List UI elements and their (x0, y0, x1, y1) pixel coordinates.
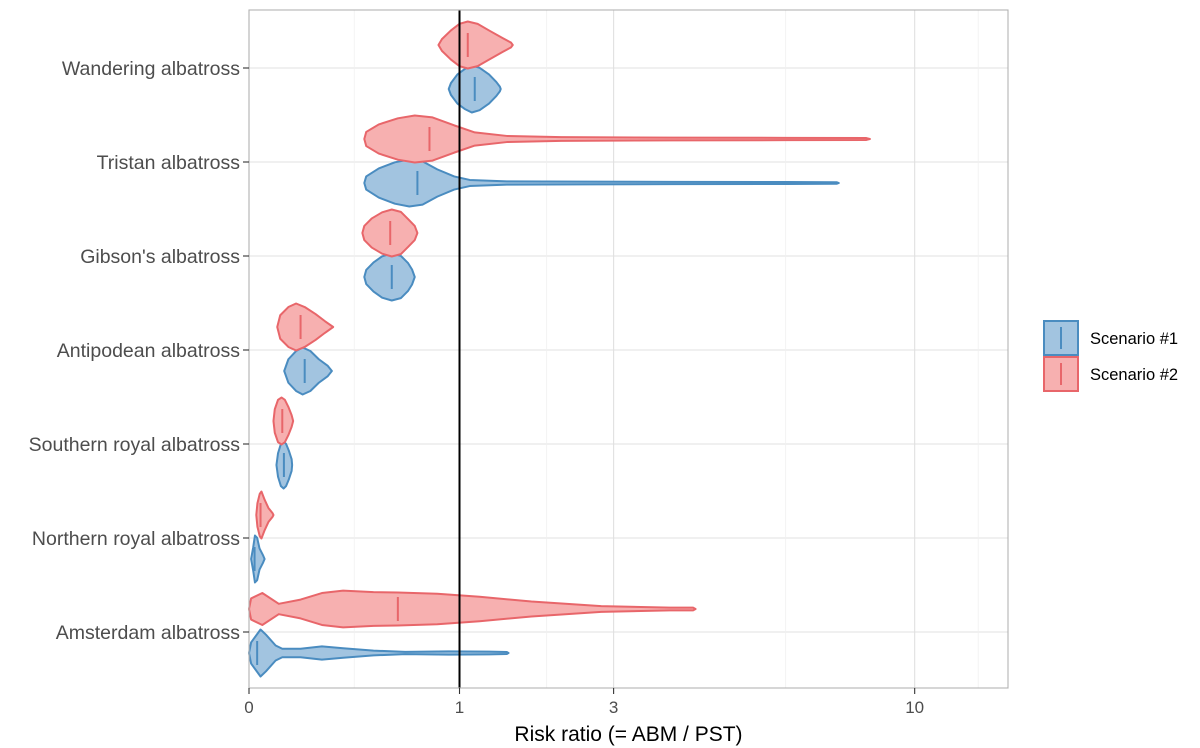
legend-item-2: Scenario #2 (1043, 356, 1178, 392)
violin-shape (276, 302, 335, 352)
violin-shape (437, 20, 514, 70)
y-tick-label: Antipodean albatross (57, 340, 240, 362)
legend-item-1: Scenario #1 (1043, 320, 1178, 356)
y-tick-label: Wandering albatross (62, 58, 240, 80)
violin-shape (363, 114, 871, 164)
violin-shape (248, 589, 697, 629)
y-tick-label: Southern royal albatross (29, 434, 241, 456)
violin-shape (255, 490, 275, 540)
y-axis-tick-labels: Wandering albatross Tristan albatross Gibs… (29, 58, 249, 644)
x-tick-label: 3 (609, 698, 618, 717)
legend-label: Scenario #2 (1090, 366, 1178, 384)
y-tick-label: Tristan albatross (97, 152, 241, 174)
violin-2-2 (361, 208, 419, 258)
violin-shape (363, 252, 416, 302)
grid-lines (248, 10, 1008, 688)
violin-1-1 (363, 158, 840, 208)
violin-2-4 (272, 396, 295, 446)
y-tick-label: Amsterdam albatross (56, 622, 240, 644)
violin-shape (272, 396, 295, 446)
violin-shape (363, 158, 840, 208)
violin-2-3 (276, 302, 335, 352)
panel-border (248, 9, 1009, 689)
violin-2-6 (248, 589, 697, 629)
x-tick-label: 1 (455, 698, 464, 717)
violin-1-4 (275, 440, 294, 490)
violin-2-5 (255, 490, 275, 540)
y-tick-label: Northern royal albatross (32, 528, 240, 550)
violin-1-3 (283, 346, 333, 396)
violin-1-5 (250, 534, 266, 584)
x-axis-title: Risk ratio (= ABM / PST) (514, 723, 742, 746)
legend-key (1043, 356, 1079, 392)
violin-2-0 (437, 20, 514, 70)
legend-label: Scenario #1 (1090, 330, 1178, 348)
violin-1-6 (248, 628, 510, 678)
violin-shape (283, 346, 333, 396)
violin-shape (250, 534, 266, 584)
y-tick-label: Gibson's albatross (80, 246, 240, 268)
violins (248, 20, 871, 678)
violin-1-0 (447, 64, 502, 114)
legend: Scenario #1 Scenario #2 (1043, 320, 1178, 392)
x-tick-label: 10 (905, 698, 924, 717)
violin-shape (248, 628, 510, 678)
violin-1-2 (363, 252, 416, 302)
x-tick-label: 0 (244, 698, 253, 717)
x-axis-tick-labels: 0 1 3 10 (244, 688, 924, 717)
violin-2-1 (363, 114, 871, 164)
